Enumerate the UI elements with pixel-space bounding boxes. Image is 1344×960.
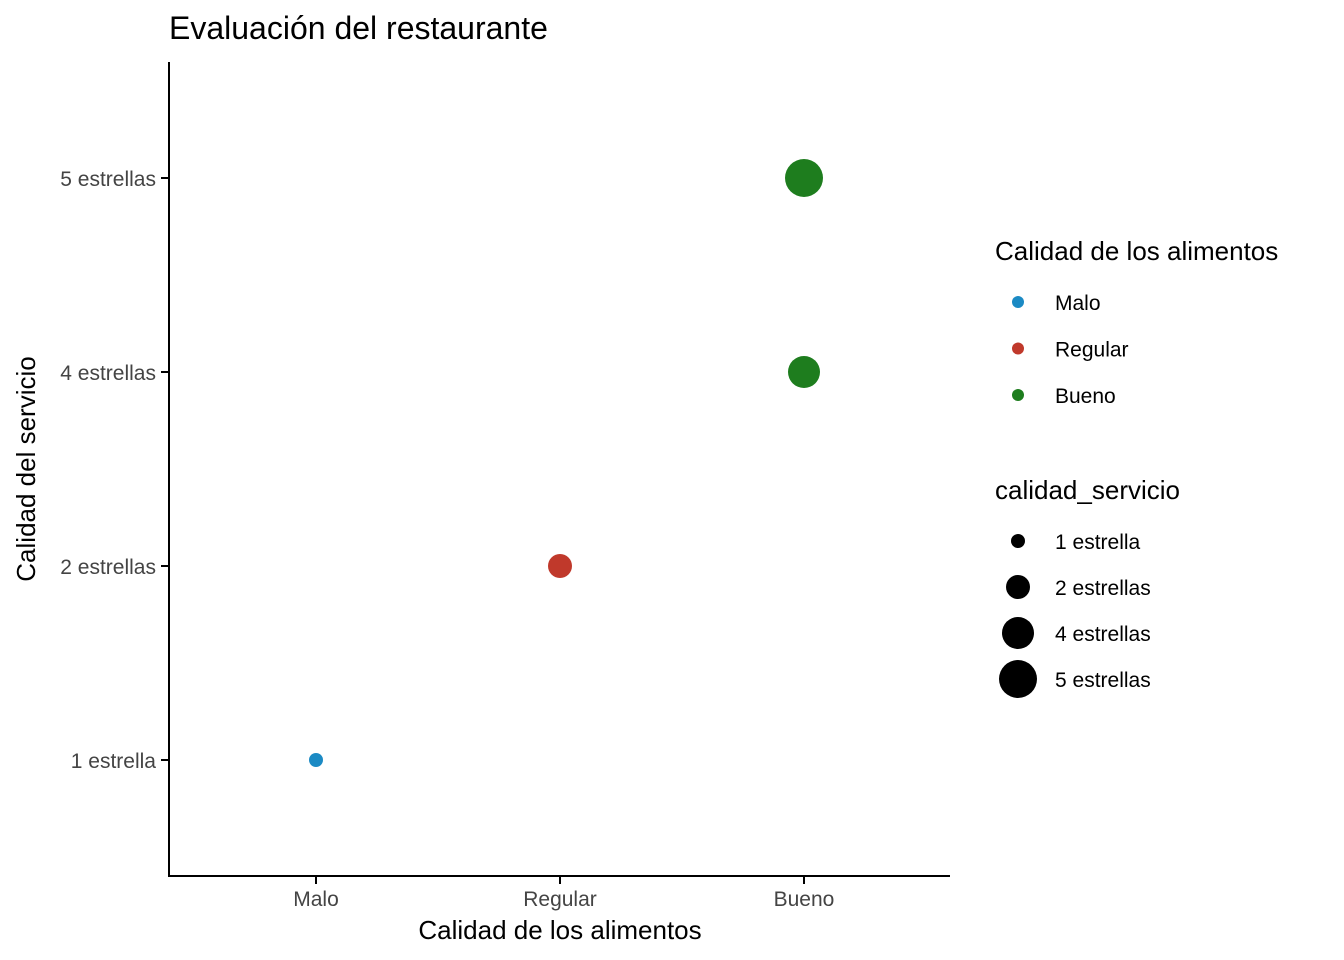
legend-size-label: 2 estrellas <box>1055 577 1151 600</box>
data-point <box>548 554 572 578</box>
legend-color-key <box>1012 296 1024 308</box>
data-point <box>788 356 820 388</box>
legend-color-label: Bueno <box>1055 385 1116 408</box>
legend-size-label: 1 estrella <box>1055 531 1141 554</box>
legend-size-key <box>1011 534 1025 548</box>
plot-area: 1 estrella 2 estrellas 4 estrellas 5 estrel… <box>60 62 950 911</box>
y-axis-title: Calidad del servicio <box>11 356 41 581</box>
color-legend: Calidad de los alimentos Malo Regular Buen… <box>995 236 1278 408</box>
legend-size-label: 4 estrellas <box>1055 623 1151 646</box>
x-tick-label: Regular <box>523 888 597 911</box>
legend-size-key <box>999 660 1037 698</box>
legend-color-label: Malo <box>1055 292 1101 315</box>
data-point <box>785 159 823 197</box>
y-tick-label: 2 estrellas <box>60 556 156 579</box>
legend-size-key <box>1006 575 1030 599</box>
size-legend: calidad_servicio 1 estrella 2 estrellas 4 … <box>995 475 1180 698</box>
legend-color-label: Regular <box>1055 339 1129 362</box>
y-tick-label: 4 estrellas <box>60 362 156 385</box>
y-tick-label: 1 estrella <box>71 750 157 773</box>
x-axis-ticks: Malo Regular Bueno <box>293 876 834 911</box>
chart-title: Evaluación del restaurante <box>169 10 548 46</box>
y-tick-label: 5 estrellas <box>60 168 156 191</box>
legend-color-key <box>1012 342 1024 355</box>
data-point <box>309 753 323 767</box>
data-points <box>309 159 823 767</box>
size-legend-title: calidad_servicio <box>995 475 1180 505</box>
legend-color-key <box>1012 389 1024 401</box>
legend-size-key <box>1002 617 1034 649</box>
x-tick-label: Malo <box>293 888 339 911</box>
legend-size-label: 5 estrellas <box>1055 669 1151 692</box>
color-legend-title: Calidad de los alimentos <box>995 236 1278 266</box>
y-axis-ticks: 1 estrella 2 estrellas 4 estrellas 5 estrel… <box>60 168 169 773</box>
x-tick-label: Bueno <box>774 888 835 911</box>
x-axis-title: Calidad de los alimentos <box>418 915 701 945</box>
